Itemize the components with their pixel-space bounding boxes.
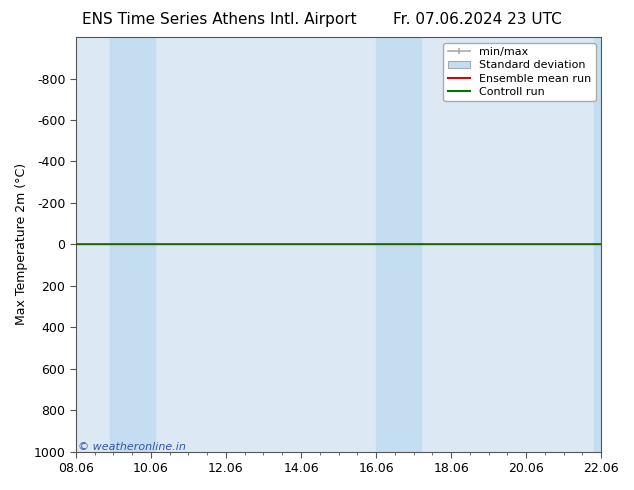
Text: ENS Time Series Athens Intl. Airport: ENS Time Series Athens Intl. Airport (82, 12, 357, 27)
Bar (110, 37, 155, 452)
Text: Fr. 07.06.2024 23 UTC: Fr. 07.06.2024 23 UTC (393, 12, 562, 27)
Text: © weatheronline.in: © weatheronline.in (79, 441, 186, 452)
Bar (376, 37, 421, 452)
Legend: min/max, Standard deviation, Ensemble mean run, Controll run: min/max, Standard deviation, Ensemble me… (443, 43, 595, 101)
Y-axis label: Max Temperature 2m (°C): Max Temperature 2m (°C) (15, 163, 28, 325)
Bar (593, 37, 634, 452)
